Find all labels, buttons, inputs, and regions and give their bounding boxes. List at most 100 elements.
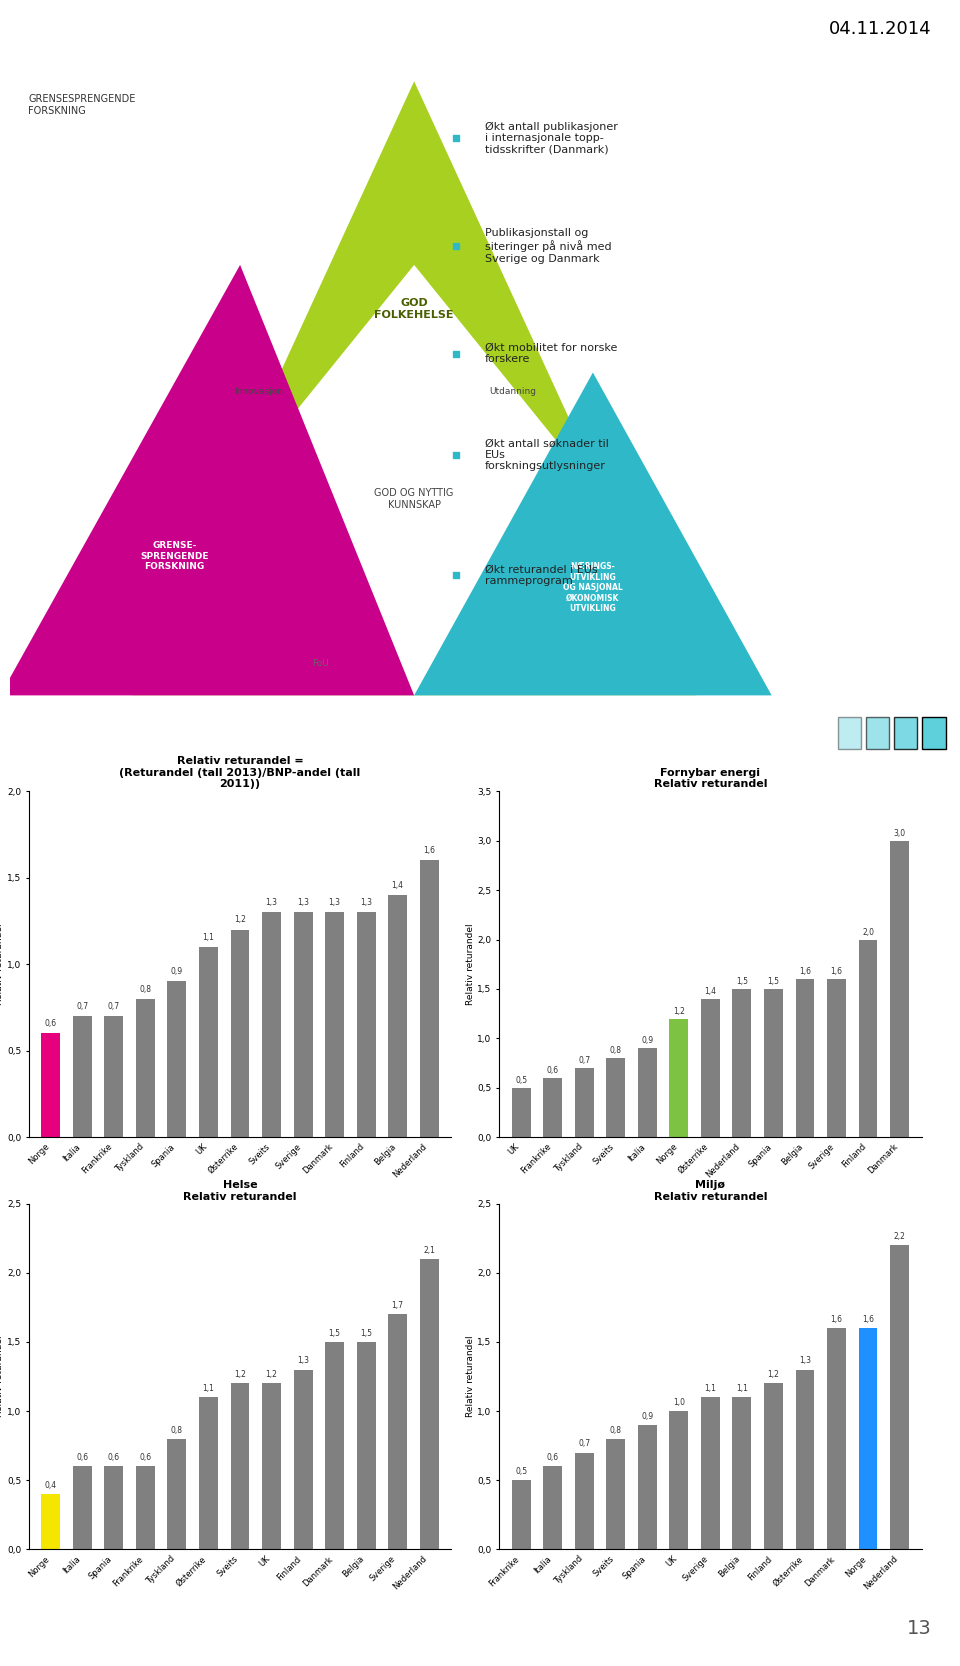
Text: 1,6: 1,6 xyxy=(830,966,843,976)
Text: 1,5: 1,5 xyxy=(767,976,780,986)
Bar xyxy=(41,1494,60,1549)
Bar xyxy=(167,981,186,1136)
Text: 0,6: 0,6 xyxy=(108,1453,120,1463)
Text: 1,2: 1,2 xyxy=(673,1006,684,1016)
Text: 1,6: 1,6 xyxy=(799,966,811,976)
Text: 0,6: 0,6 xyxy=(547,1453,559,1463)
Text: 1,2: 1,2 xyxy=(234,1371,246,1379)
Bar xyxy=(136,998,155,1136)
Text: 1,2: 1,2 xyxy=(767,1371,780,1379)
Text: 0,9: 0,9 xyxy=(641,1036,654,1045)
Text: 1,3: 1,3 xyxy=(297,898,309,908)
Text: 0,9: 0,9 xyxy=(171,968,183,976)
FancyBboxPatch shape xyxy=(923,716,946,750)
FancyBboxPatch shape xyxy=(866,716,889,750)
Bar xyxy=(858,940,877,1136)
Text: 0,4: 0,4 xyxy=(45,1481,57,1489)
Text: 0,6: 0,6 xyxy=(77,1453,88,1463)
Text: NÆRINGS-
UTVIKLING
OG NASJONAL
ØKONOMISK
UTVIKLING: NÆRINGS- UTVIKLING OG NASJONAL ØKONOMISK… xyxy=(563,563,623,613)
Text: 1,3: 1,3 xyxy=(328,898,341,908)
Text: 0,9: 0,9 xyxy=(641,1411,654,1421)
Bar xyxy=(732,1398,752,1549)
Text: 0,7: 0,7 xyxy=(108,1001,120,1011)
Text: Utdanning: Utdanning xyxy=(490,387,537,397)
Text: ♻: ♻ xyxy=(33,723,51,743)
Bar xyxy=(105,1016,124,1136)
Bar xyxy=(890,841,909,1136)
Text: 13: 13 xyxy=(906,1619,931,1638)
Y-axis label: Relativ returandel: Relativ returandel xyxy=(466,923,474,1005)
Bar xyxy=(637,1424,657,1549)
Bar xyxy=(167,1439,186,1549)
Text: 1,5: 1,5 xyxy=(360,1329,372,1338)
FancyBboxPatch shape xyxy=(894,716,918,750)
Text: 1,6: 1,6 xyxy=(862,1314,874,1324)
Title: Helse
Relativ returandel: Helse Relativ returandel xyxy=(183,1180,297,1201)
Text: 1,3: 1,3 xyxy=(360,898,372,908)
Text: GOD OG NYTTIG
KUNNSKAP: GOD OG NYTTIG KUNNSKAP xyxy=(374,488,454,510)
Text: 1,2: 1,2 xyxy=(266,1371,277,1379)
Bar xyxy=(575,1068,594,1136)
Bar xyxy=(669,1411,688,1549)
Text: 3,0: 3,0 xyxy=(894,828,905,838)
Bar xyxy=(420,860,439,1136)
Text: 1,4: 1,4 xyxy=(392,881,403,890)
Polygon shape xyxy=(0,265,414,695)
Text: 1,0: 1,0 xyxy=(673,1398,684,1408)
Text: Forskningsrådet: Forskningsrådet xyxy=(71,725,210,741)
Bar xyxy=(890,1245,909,1549)
Text: 0,8: 0,8 xyxy=(610,1046,622,1055)
Text: 1,5: 1,5 xyxy=(736,976,748,986)
Text: 0,7: 0,7 xyxy=(578,1439,590,1448)
Text: 1,7: 1,7 xyxy=(392,1301,403,1309)
FancyBboxPatch shape xyxy=(837,716,861,750)
Text: 1,3: 1,3 xyxy=(297,1356,309,1366)
Bar xyxy=(325,1343,344,1549)
Text: GRENSE-
SPRENGENDE
FORSKNING: GRENSE- SPRENGENDE FORSKNING xyxy=(140,541,208,571)
Bar xyxy=(764,1383,783,1549)
Bar xyxy=(262,913,281,1136)
Text: 1,1: 1,1 xyxy=(705,1384,716,1393)
Bar xyxy=(356,1343,375,1549)
Bar xyxy=(262,1383,281,1549)
Bar xyxy=(796,1369,814,1549)
Bar xyxy=(230,930,250,1136)
Bar xyxy=(827,980,846,1136)
Bar xyxy=(543,1078,563,1136)
Bar xyxy=(420,1259,439,1549)
Bar xyxy=(73,1016,92,1136)
Text: Publikasjonstall og
siteringer på nivå med
Sverige og Danmark: Publikasjonstall og siteringer på nivå m… xyxy=(485,228,612,263)
Bar xyxy=(669,1018,688,1136)
Text: 0,5: 0,5 xyxy=(516,1076,527,1085)
Text: 0,8: 0,8 xyxy=(171,1426,183,1434)
Text: 0,6: 0,6 xyxy=(139,1453,152,1463)
Text: Økt returandel i EUs
rammeprogram: Økt returandel i EUs rammeprogram xyxy=(485,565,597,586)
Bar xyxy=(199,946,218,1136)
Text: Økt antall publikasjoner
i internasjonale topp-
tidsskrifter (Danmark): Økt antall publikasjoner i internasjonal… xyxy=(485,122,617,155)
Bar xyxy=(325,913,344,1136)
Text: 1,5: 1,5 xyxy=(328,1329,341,1338)
Text: 1,4: 1,4 xyxy=(705,986,716,996)
Bar xyxy=(637,1048,657,1136)
Y-axis label: Relativ returandel: Relativ returandel xyxy=(466,1336,474,1418)
Text: 0,5: 0,5 xyxy=(516,1468,527,1476)
Bar xyxy=(41,1033,60,1136)
Text: Økt mobilitet for norske
forskere: Økt mobilitet for norske forskere xyxy=(485,343,617,365)
Bar xyxy=(827,1328,846,1549)
Text: 0,6: 0,6 xyxy=(45,1020,57,1028)
Polygon shape xyxy=(414,373,772,695)
Text: Økt antall søknader til
EUs
forskningsutlysninger: Økt antall søknader til EUs forskningsut… xyxy=(485,438,609,471)
Text: 0,7: 0,7 xyxy=(77,1001,88,1011)
Bar xyxy=(230,1383,250,1549)
Bar xyxy=(732,990,752,1136)
Text: 1,3: 1,3 xyxy=(266,898,277,908)
Title: Relativ returandel =
(Returandel (tall 2013)/BNP-andel (tall
2011)): Relativ returandel = (Returandel (tall 2… xyxy=(119,756,361,790)
Bar xyxy=(199,1398,218,1549)
Text: 0,7: 0,7 xyxy=(578,1056,590,1065)
Bar xyxy=(701,998,720,1136)
Bar xyxy=(701,1398,720,1549)
Bar xyxy=(294,1369,313,1549)
Text: GOD
FOLKEHELSE: GOD FOLKEHELSE xyxy=(374,298,454,320)
Text: 2,1: 2,1 xyxy=(423,1246,435,1254)
Y-axis label: Relativ returandel: Relativ returandel xyxy=(0,923,4,1005)
